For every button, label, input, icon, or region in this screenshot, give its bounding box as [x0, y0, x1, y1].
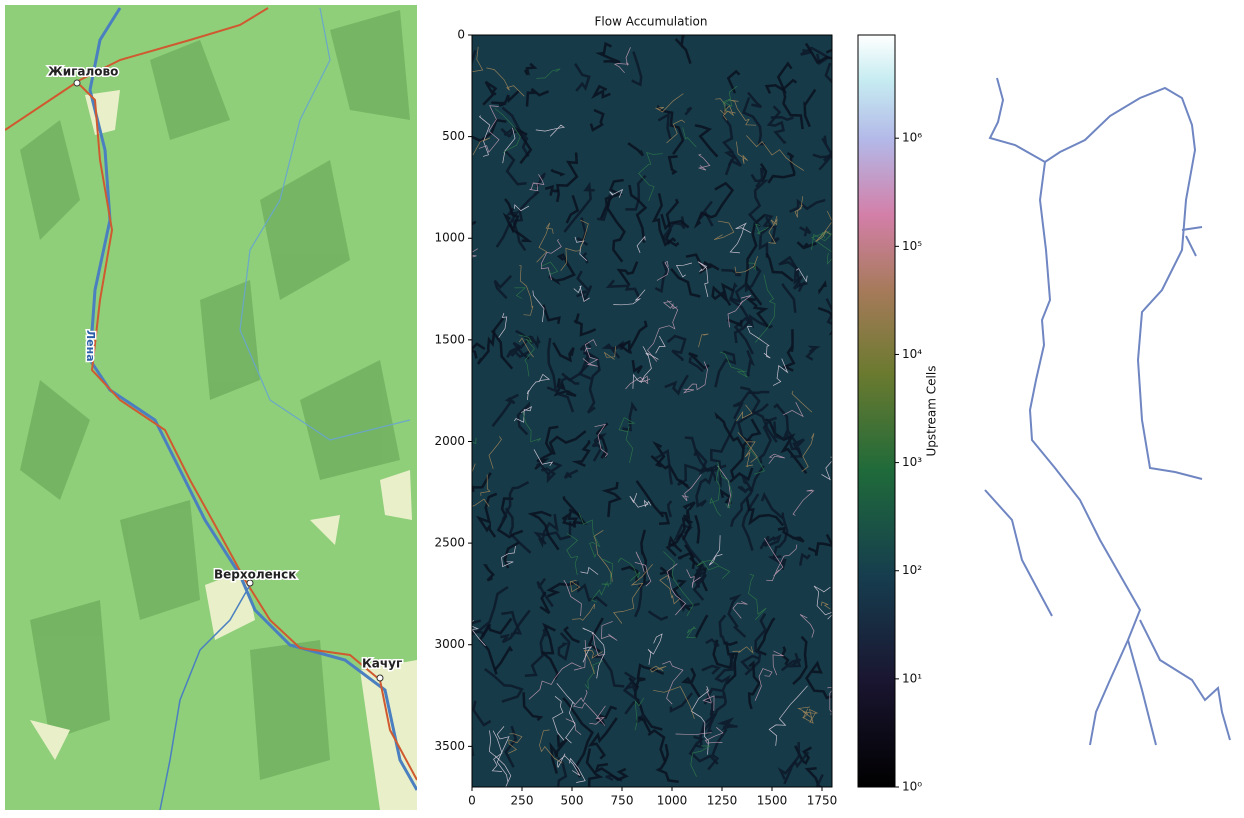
river — [1030, 162, 1140, 745]
y-tick-label: 1500 — [434, 332, 465, 346]
river — [985, 490, 1052, 616]
heatmap — [454, 35, 847, 803]
y-tick-label: 2500 — [434, 536, 465, 550]
town-label: Верхоленск — [214, 568, 296, 582]
x-tick-label: 1250 — [707, 794, 738, 808]
x-tick-label: 250 — [511, 794, 534, 808]
river — [1128, 640, 1156, 745]
y-tick-label: 1000 — [434, 231, 465, 245]
map: Жигалово Верхоленск Качуг Лена — [5, 5, 417, 810]
colorbar-tick-label: 10³ — [902, 455, 922, 469]
y-tick-label: 500 — [442, 129, 465, 143]
figure: Жигалово Верхоленск Качуг Лена Flow Accu… — [0, 0, 1244, 814]
river — [1182, 227, 1202, 256]
x-tick-label: 1000 — [657, 794, 688, 808]
x-tick-label: 750 — [611, 794, 634, 808]
town-marker — [74, 80, 80, 86]
y-tick-label: 0 — [457, 28, 465, 42]
x-tick-label: 0 — [468, 794, 476, 808]
colorbar-tick-label: 10⁵ — [902, 239, 922, 253]
river — [1140, 620, 1230, 740]
x-tick-label: 1750 — [807, 794, 838, 808]
heatmap-background — [472, 35, 832, 787]
colorbar-tick-label: 10¹ — [902, 671, 922, 685]
town-label: Жигалово — [48, 65, 118, 79]
colorbar-tick-label: 10⁰ — [902, 780, 922, 794]
colorbar-tick-label: 10² — [902, 563, 922, 577]
x-tick-label: 1500 — [757, 794, 788, 808]
colorbar-label: Upstream Cells — [925, 366, 939, 457]
y-tick-label: 2000 — [434, 434, 465, 448]
colorbar — [858, 35, 895, 787]
river-label: Лена — [84, 330, 97, 362]
colorbar-tick-label: 10⁶ — [902, 131, 922, 145]
x-tick-label: 500 — [561, 794, 584, 808]
river — [990, 78, 1202, 479]
town-label: Качуг — [362, 657, 402, 671]
chart-title: Flow Accumulation — [595, 15, 708, 29]
town-marker — [377, 675, 383, 681]
colorbar-tick-label: 10⁴ — [902, 347, 922, 361]
y-tick-label: 3000 — [434, 637, 465, 651]
y-tick-label: 3500 — [434, 739, 465, 753]
river-network — [985, 78, 1230, 745]
